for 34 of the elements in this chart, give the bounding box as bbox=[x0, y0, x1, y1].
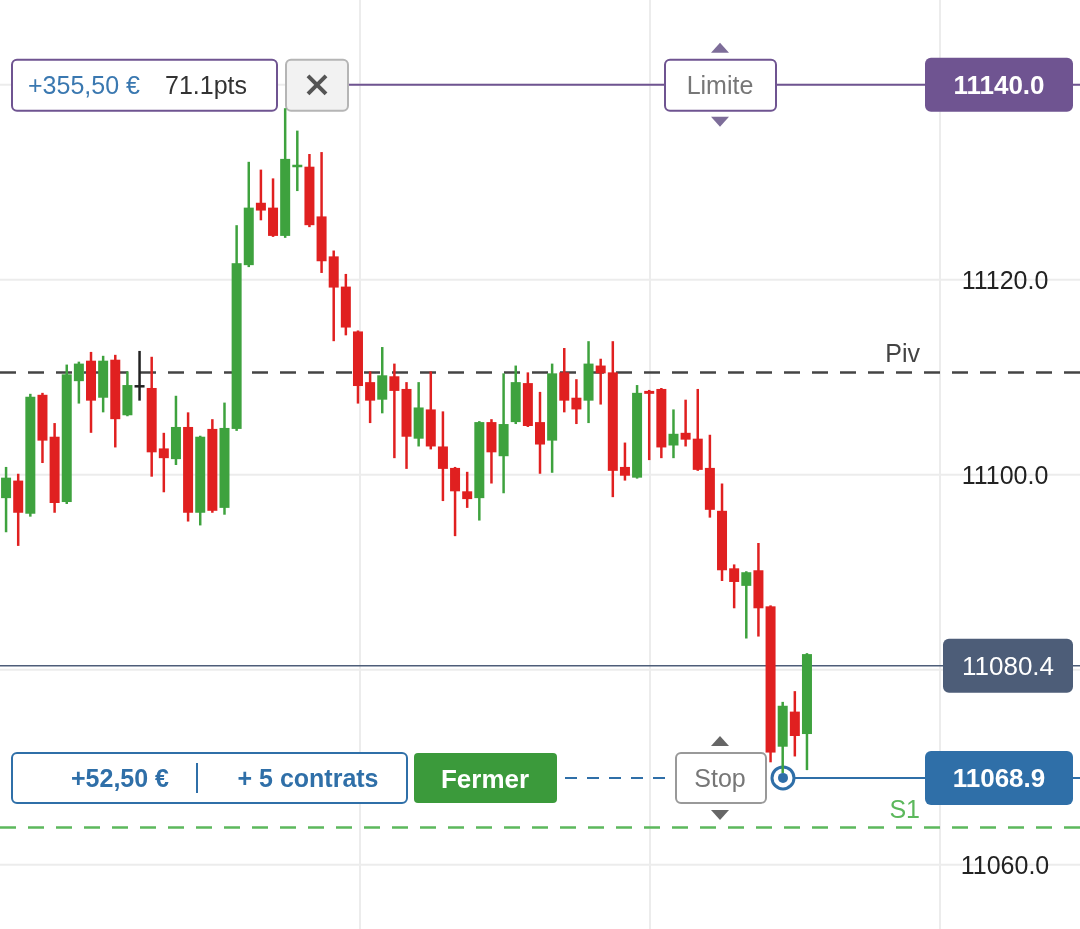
candlestick bbox=[619, 441, 630, 482]
candlestick bbox=[644, 388, 655, 462]
candlestick bbox=[729, 563, 740, 610]
candlestick bbox=[680, 398, 691, 448]
annotation: Limite bbox=[686, 70, 754, 99]
candlestick bbox=[535, 390, 545, 476]
candlestick bbox=[365, 370, 376, 425]
candlestick bbox=[437, 410, 448, 503]
candlestick bbox=[595, 357, 606, 406]
y-tick-label: 11060.0 bbox=[960, 850, 1050, 879]
candlestick bbox=[73, 360, 84, 405]
annotation: +355,50 € bbox=[28, 70, 141, 99]
candlestick bbox=[571, 377, 582, 426]
annotation: Stop bbox=[694, 763, 746, 792]
ref-line-label: 11080.4 bbox=[961, 650, 1055, 681]
candlestick bbox=[668, 408, 679, 460]
candlestick bbox=[462, 470, 473, 510]
y-tick-label: 11100.0 bbox=[961, 460, 1049, 489]
annotation: +52,50 € bbox=[70, 763, 170, 792]
candlestick bbox=[741, 569, 752, 640]
annotation: 71.1pts bbox=[165, 70, 248, 99]
ref-line-label: 11068.9 bbox=[952, 762, 1046, 793]
candlestick bbox=[389, 362, 400, 460]
candlestick bbox=[134, 349, 145, 402]
candlestick bbox=[255, 168, 266, 222]
ref-line-label: 11140.0 bbox=[953, 69, 1045, 100]
y-tick-label: 11120.0 bbox=[961, 265, 1049, 294]
candlestick bbox=[450, 465, 461, 538]
ref-line-label: Piv bbox=[885, 339, 921, 368]
ref-line-label: S1 bbox=[889, 794, 920, 823]
annotation: Fermer bbox=[440, 763, 530, 794]
candlestick bbox=[158, 431, 169, 494]
candlestick bbox=[1, 465, 12, 534]
annotation: + 5 contrats bbox=[237, 763, 379, 792]
